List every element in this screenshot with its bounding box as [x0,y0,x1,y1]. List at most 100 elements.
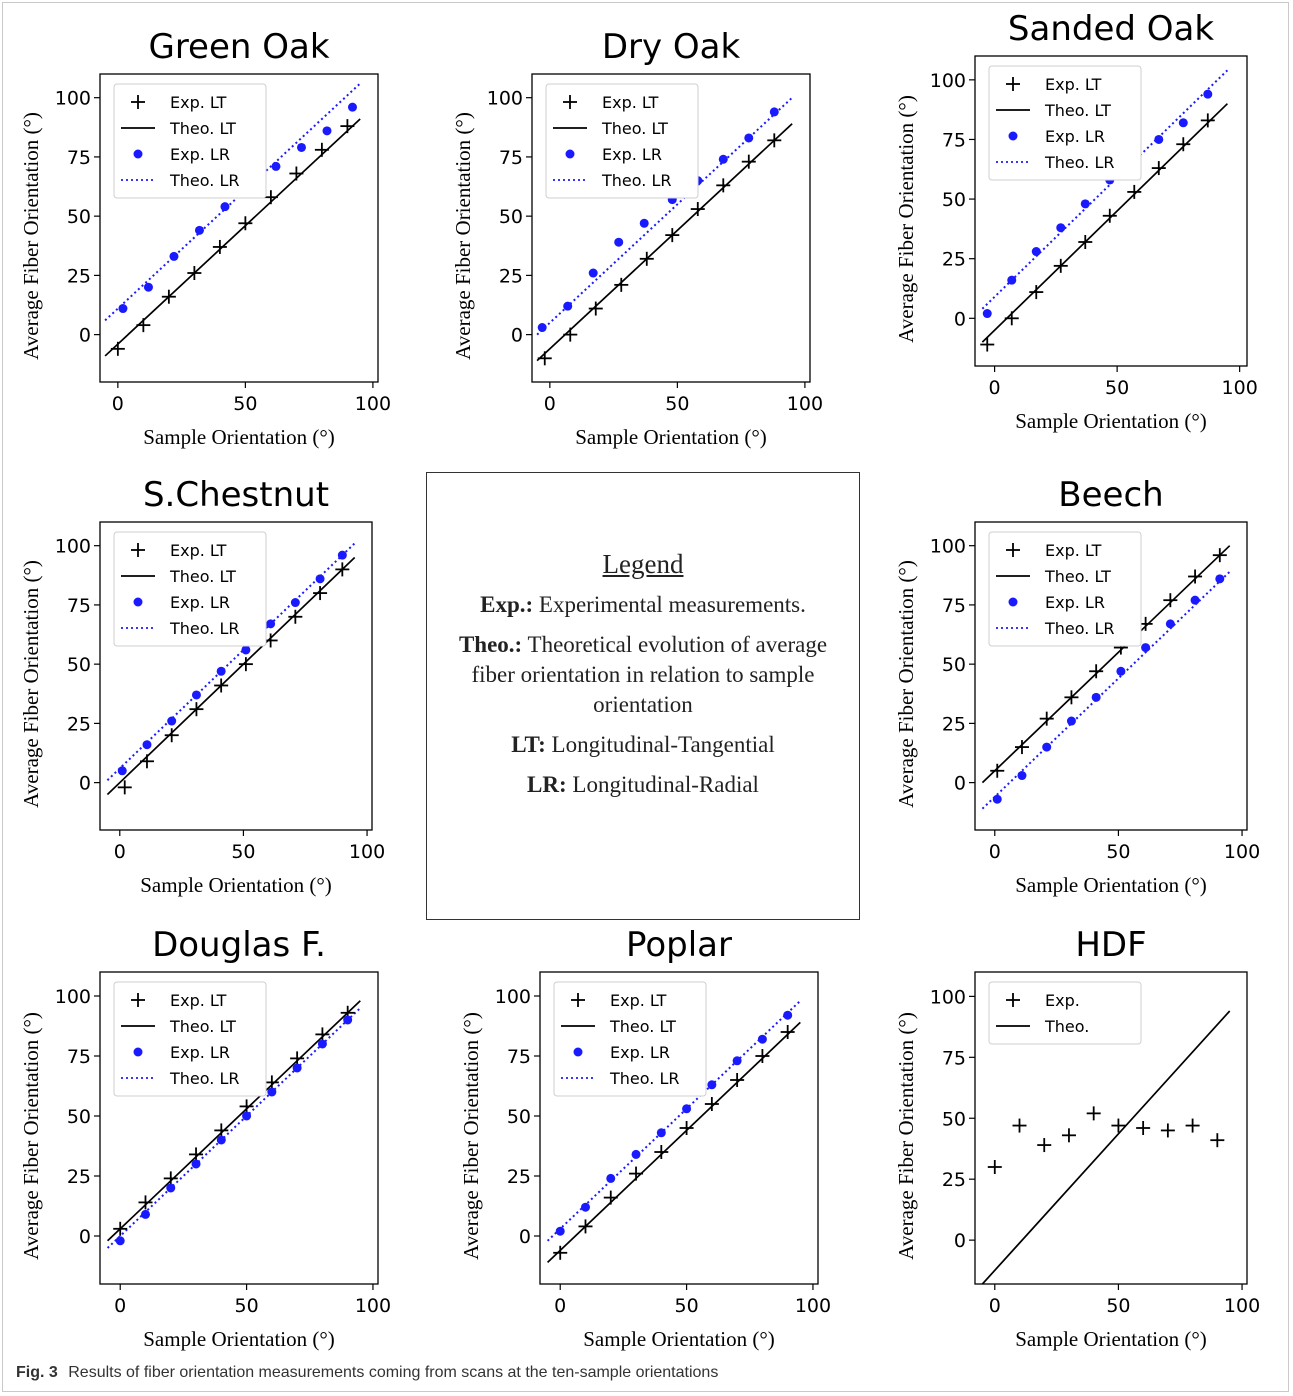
data-point-plus [1061,1128,1076,1143]
x-tick-label: 0 [989,377,1001,399]
chart-hdf: HDF 0 25 50 75 100 0 50 100 Sample Orientation (°… [894,925,1260,1351]
data-point-dot [1017,771,1027,781]
data-point-plus [1089,664,1104,679]
x-axis-label: Sample Orientation (°) [143,1327,335,1351]
plot-data [981,1010,1231,1284]
data-point-plus [139,754,154,769]
x-axis-label: Sample Orientation (°) [143,425,335,449]
data-point-plus [117,780,132,795]
data-point-plus [716,178,731,193]
y-tick-label: 25 [67,713,91,735]
data-point-plus [315,1027,330,1042]
plot-data [106,1000,361,1249]
data-point-plus [588,301,603,316]
y-axis-label: Average Fiber Orientation (°) [894,95,918,343]
data-point-dot [337,550,347,560]
x-tick-label: 50 [231,841,255,863]
legend-entry-label: Theo. LR [169,1069,239,1088]
data-point-plus [187,266,202,281]
data-point-dot [682,1104,692,1114]
y-tick-label: 100 [495,986,531,1008]
legend-lt-term: LT: [511,732,546,757]
data-point-plus [614,277,629,292]
y-tick-label: 100 [930,986,966,1008]
x-tick-label: 100 [1222,377,1258,399]
x-axis-label: Sample Orientation (°) [1015,1327,1207,1351]
plot-frame [539,971,819,1285]
legend-frame [113,981,267,1097]
data-point-plus [780,1025,795,1039]
data-point-plus [1064,690,1079,705]
data-point-plus [138,1195,153,1210]
data-point-plus [214,1123,229,1138]
chart-title: Douglas F. [152,925,326,965]
data-point-dot [992,794,1002,804]
y-tick-label: 25 [67,1166,91,1188]
x-tick-label: 0 [112,393,124,415]
series-line-theo-lr [104,82,361,322]
data-point-plus [335,562,350,577]
y-tick-label: 50 [507,1106,531,1128]
data-point-plus [1212,548,1227,563]
plot-data [104,82,361,357]
legend-lr-term: LR: [527,772,567,797]
data-point-plus [654,1145,669,1159]
y-tick-label: 0 [79,1226,91,1248]
data-point-dot [744,133,754,143]
data-point-plus [1014,740,1029,755]
legend-marker-plus [571,993,585,1007]
y-tick-label: 0 [519,1226,531,1248]
data-point-dot [241,645,251,655]
data-point-dot [588,268,598,278]
data-point-plus [755,1049,770,1063]
legend-entry-label: Exp. LT [1045,541,1102,560]
data-point-plus [113,1221,128,1236]
legend-entry-label: Theo. LT [1044,567,1111,586]
legend-entry-label: Exp. LT [610,991,667,1010]
y-tick-label: 50 [499,206,523,228]
legend-entry-label: Exp. LR [170,1043,230,1062]
x-tick-label: 50 [234,1295,258,1317]
y-tick-label: 100 [930,536,966,558]
chart-title: Poplar [626,925,732,965]
data-point-dot [555,1226,565,1236]
data-point-dot [707,1080,717,1090]
legend-entry-label: Theo. LR [169,619,239,638]
y-tick-label: 0 [954,308,966,330]
chart-title: Beech [1058,475,1163,515]
y-tick-label: 75 [942,129,966,151]
chart-legend: Exp. LT Theo. LT Exp. LR Theo. LR [988,531,1142,647]
data-point-dot [322,126,332,136]
y-tick-label: 25 [499,265,523,287]
legend-entry-label: Exp. LR [602,145,662,164]
chart-beech: Beech 0 25 50 75 100 0 50 100 Sample Orientation … [894,475,1260,897]
y-axis-label: Average Fiber Orientation (°) [19,112,43,360]
data-point-dot [769,107,779,117]
legend-entry-label: Exp. LR [170,145,230,164]
data-point-plus [110,341,125,356]
legend-entry-label: Exp. LR [1045,593,1105,612]
y-tick-label: 50 [67,206,91,228]
y-tick-label: 25 [507,1166,531,1188]
series-line-theo-lr [981,69,1229,310]
data-point-dot [194,225,204,235]
data-point-plus [767,133,782,148]
legend-entry-label: Theo. LR [609,1069,679,1088]
plot-data [106,542,356,796]
legend-entry-label: Exp. LT [1045,75,1102,94]
data-point-plus [1136,1121,1151,1135]
chart-legend: Exp. LT Theo. LT Exp. LR Theo. LR [545,83,699,199]
data-point-plus [990,763,1005,778]
legend-marker-dot [565,149,575,159]
legend-frame [988,531,1142,647]
data-point-plus [264,1075,279,1090]
series-line-theo-lt [546,1021,801,1264]
data-point-plus [1188,569,1203,584]
legend-marker-plus [1006,993,1020,1007]
series-line-theo-lt [106,1000,361,1242]
x-tick-label: 100 [787,393,823,415]
plot-frame [531,73,811,383]
legend-theo-term: Theo.: [458,632,523,657]
plot-frame [974,971,1248,1285]
data-point-plus [1200,113,1215,128]
